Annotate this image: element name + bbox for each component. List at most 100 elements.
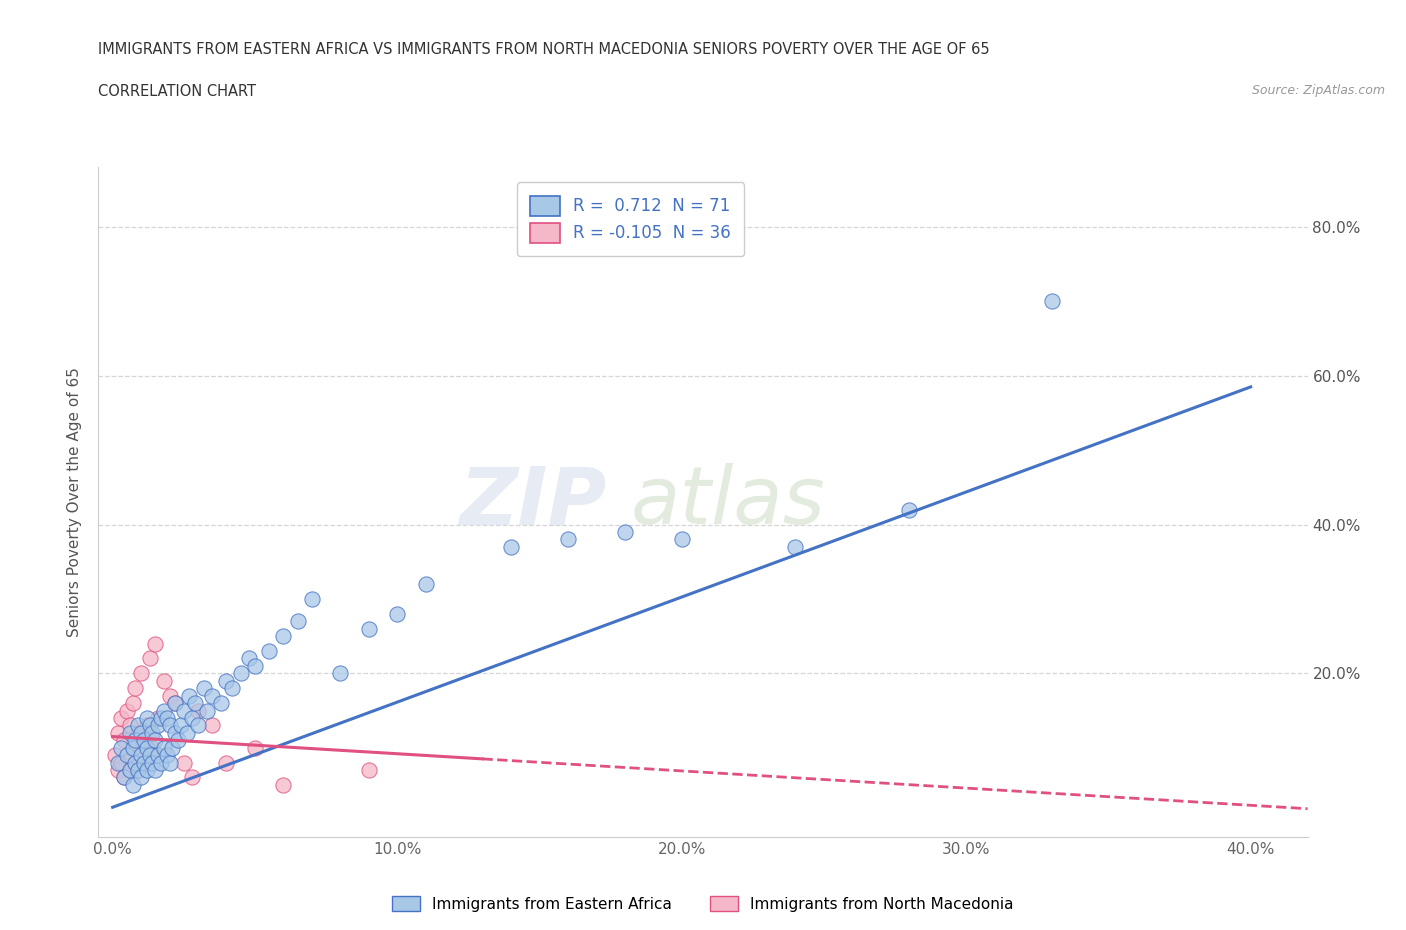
Point	[135, 718, 157, 733]
Point	[195, 703, 218, 718]
Point	[165, 696, 187, 711]
Point	[118, 763, 141, 777]
Point	[127, 725, 149, 740]
Point	[124, 755, 146, 770]
Point	[110, 740, 132, 755]
Point	[138, 651, 160, 666]
Point	[146, 711, 169, 725]
Point	[1040, 294, 1063, 309]
Point	[135, 711, 157, 725]
Point	[110, 711, 132, 725]
Point	[215, 673, 238, 688]
Point	[301, 591, 323, 606]
Point	[173, 703, 195, 718]
Point	[613, 525, 636, 539]
Point	[557, 532, 579, 547]
Point	[153, 703, 176, 718]
Point	[129, 748, 152, 763]
Point	[132, 755, 155, 770]
Point	[141, 755, 163, 770]
Point	[898, 502, 921, 517]
Point	[176, 725, 198, 740]
Point	[124, 755, 146, 770]
Point	[112, 770, 135, 785]
Point	[357, 763, 380, 777]
Point	[273, 629, 295, 644]
Point	[118, 725, 141, 740]
Point	[121, 740, 143, 755]
Text: ZIP: ZIP	[458, 463, 606, 541]
Point	[129, 725, 152, 740]
Legend: Immigrants from Eastern Africa, Immigrants from North Macedonia: Immigrants from Eastern Africa, Immigran…	[387, 889, 1019, 918]
Y-axis label: Seniors Poverty Over the Age of 65: Seniors Poverty Over the Age of 65	[67, 367, 83, 637]
Legend: R =  0.712  N = 71, R = -0.105  N = 36: R = 0.712 N = 71, R = -0.105 N = 36	[516, 182, 744, 257]
Point	[184, 696, 207, 711]
Point	[127, 763, 149, 777]
Point	[165, 725, 187, 740]
Point	[107, 725, 129, 740]
Point	[499, 539, 522, 554]
Point	[179, 688, 201, 703]
Text: Source: ZipAtlas.com: Source: ZipAtlas.com	[1251, 84, 1385, 97]
Point	[124, 733, 146, 748]
Point	[162, 740, 184, 755]
Text: IMMIGRANTS FROM EASTERN AFRICA VS IMMIGRANTS FROM NORTH MACEDONIA SENIORS POVERT: IMMIGRANTS FROM EASTERN AFRICA VS IMMIGR…	[98, 42, 990, 57]
Point	[143, 733, 166, 748]
Point	[243, 658, 266, 673]
Point	[107, 763, 129, 777]
Point	[146, 718, 169, 733]
Point	[141, 725, 163, 740]
Text: CORRELATION CHART: CORRELATION CHART	[98, 84, 256, 99]
Point	[153, 673, 176, 688]
Point	[115, 748, 138, 763]
Point	[159, 718, 181, 733]
Point	[121, 696, 143, 711]
Point	[127, 763, 149, 777]
Point	[187, 703, 209, 718]
Point	[115, 703, 138, 718]
Point	[229, 666, 252, 681]
Point	[170, 718, 193, 733]
Point	[121, 740, 143, 755]
Point	[156, 711, 179, 725]
Point	[118, 763, 141, 777]
Point	[153, 740, 176, 755]
Point	[135, 763, 157, 777]
Point	[159, 688, 181, 703]
Point	[124, 681, 146, 696]
Point	[129, 666, 152, 681]
Point	[110, 755, 132, 770]
Point	[287, 614, 309, 629]
Point	[107, 755, 129, 770]
Point	[156, 748, 179, 763]
Point	[243, 740, 266, 755]
Point	[138, 748, 160, 763]
Point	[201, 718, 224, 733]
Point	[112, 733, 135, 748]
Point	[115, 748, 138, 763]
Point	[121, 777, 143, 792]
Point	[118, 718, 141, 733]
Point	[329, 666, 352, 681]
Point	[104, 748, 127, 763]
Point	[671, 532, 693, 547]
Point	[193, 681, 215, 696]
Point	[181, 711, 204, 725]
Point	[132, 733, 155, 748]
Point	[112, 770, 135, 785]
Point	[273, 777, 295, 792]
Point	[159, 755, 181, 770]
Point	[129, 748, 152, 763]
Point	[129, 770, 152, 785]
Point	[785, 539, 807, 554]
Point	[150, 755, 173, 770]
Point	[415, 577, 437, 591]
Point	[173, 755, 195, 770]
Text: atlas: atlas	[630, 463, 825, 541]
Point	[132, 733, 155, 748]
Point	[143, 763, 166, 777]
Point	[181, 770, 204, 785]
Point	[201, 688, 224, 703]
Point	[167, 733, 190, 748]
Point	[357, 621, 380, 636]
